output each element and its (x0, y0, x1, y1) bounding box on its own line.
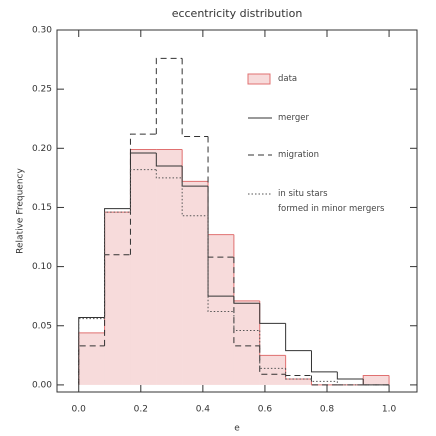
histogram-bar (233, 300, 260, 385)
histogram-step (310, 375, 338, 386)
histogram-step (310, 378, 338, 386)
histogram-step (155, 169, 183, 179)
x-tick-label: 0.8 (320, 405, 335, 415)
histogram-step (285, 323, 312, 352)
histogram-step (78, 318, 105, 385)
histogram-step (181, 58, 209, 137)
plot-frame (56, 29, 418, 393)
histogram-step (336, 381, 364, 386)
y-tick-label: 0.15 (32, 203, 52, 213)
chart-title: eccentricity distribution (172, 7, 303, 20)
histogram-bar (363, 375, 390, 385)
y-tick-label: 0.25 (32, 85, 52, 95)
x-tick-label: 0.4 (196, 405, 211, 415)
histogram-step (155, 57, 183, 135)
histogram-step (233, 257, 260, 347)
histogram-step (104, 211, 131, 319)
legend-label: in situ stars formed in minor mergers (278, 188, 385, 214)
y-axis-label: Relative Frequency (16, 168, 26, 254)
histogram-step (181, 149, 209, 182)
histogram-step (285, 374, 312, 376)
legend-label: data (278, 73, 298, 84)
histogram-step (129, 169, 157, 213)
legend-swatch (247, 73, 271, 85)
histogram-step (78, 345, 105, 385)
histogram-bar (78, 332, 105, 385)
histogram-bar (182, 181, 209, 385)
histogram-bar (259, 355, 286, 385)
legend-label: merger (278, 112, 309, 123)
histogram-step (259, 345, 286, 375)
x-tick-label: 0.2 (134, 405, 148, 415)
legend-label: migration (278, 149, 320, 160)
histogram-step (233, 311, 260, 331)
y-tick-label: 0.20 (32, 144, 52, 154)
histogram-step (207, 136, 234, 258)
histogram-step (129, 133, 157, 255)
histogram-step (310, 378, 338, 382)
x-tick-label: 1.0 (382, 405, 397, 415)
histogram-step (259, 300, 286, 356)
x-tick-label: 0.6 (258, 405, 273, 415)
histogram-step (155, 153, 183, 167)
histogram-bar (130, 149, 157, 385)
histogram-step (336, 371, 364, 380)
histogram-bar (208, 234, 234, 385)
y-tick-label: 0.00 (32, 380, 52, 390)
histogram-step (207, 215, 234, 313)
histogram-bar (156, 149, 183, 385)
x-tick-label: 0.0 (72, 405, 87, 415)
x-axis-label: e (234, 424, 240, 434)
histogram-step (285, 368, 312, 380)
histogram-step (310, 350, 338, 373)
histogram-step (259, 303, 286, 324)
y-tick-label: 0.30 (32, 26, 52, 36)
histogram-step (207, 181, 234, 236)
histogram-bar (285, 378, 312, 385)
histogram-bar (104, 212, 131, 385)
y-tick-label: 0.10 (32, 262, 52, 272)
y-tick-label: 0.05 (32, 321, 52, 331)
histogram-step (233, 234, 260, 302)
